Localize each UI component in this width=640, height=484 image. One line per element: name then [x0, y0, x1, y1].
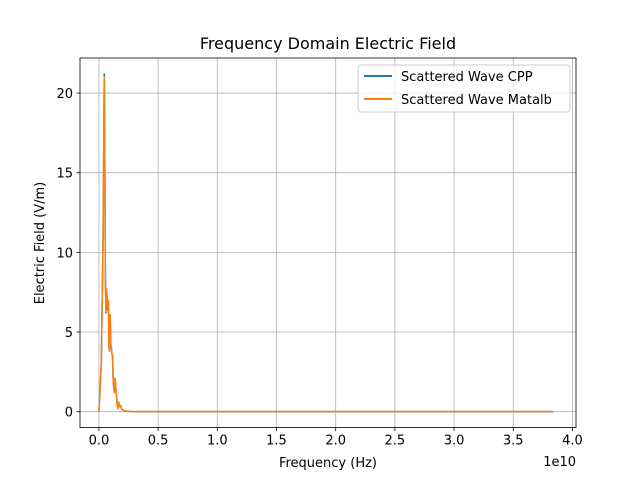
y-tick-label: 15 — [56, 167, 73, 182]
x-tick-label: 4.0 — [562, 434, 583, 449]
y-axis-label: Electric Field (V/m) — [33, 182, 48, 305]
legend-box — [357, 64, 571, 113]
x-tick-label: 1.0 — [207, 434, 228, 449]
chart-title: Frequency Domain Electric Field — [200, 34, 456, 53]
legend-label-cpp: Scattered Wave CPP — [401, 70, 533, 85]
y-tick-label: 20 — [56, 87, 73, 102]
x-tick-label: 0.5 — [148, 434, 169, 449]
x-axis-label: Frequency (Hz) — [279, 456, 377, 471]
y-tick-label: 0 — [65, 406, 73, 421]
legend-label-matlab: Scattered Wave Matalb — [401, 93, 552, 108]
legend: Scattered Wave CPP Scattered Wave Matalb — [357, 64, 571, 113]
plot-frame — [79, 57, 577, 429]
y-tick-label: 5 — [65, 326, 73, 341]
x-tick-label: 2.0 — [325, 434, 346, 449]
x-tick-label: 0.0 — [89, 434, 110, 449]
series-layer — [98, 73, 554, 413]
x-axis-offset-label: 1e10 — [543, 455, 576, 470]
tick-layer: 0.0 0.5 1.0 1.5 2.0 2.5 3.0 3.5 4.0 0 5 10 15 20 — [56, 87, 582, 449]
series-line-matlab — [98, 76, 554, 413]
y-tick-label: 10 — [56, 246, 73, 261]
x-tick-label: 2.5 — [385, 434, 406, 449]
x-tick-label: 3.5 — [503, 434, 524, 449]
x-tick-label: 3.0 — [444, 434, 465, 449]
x-tick-label: 1.5 — [266, 434, 287, 449]
